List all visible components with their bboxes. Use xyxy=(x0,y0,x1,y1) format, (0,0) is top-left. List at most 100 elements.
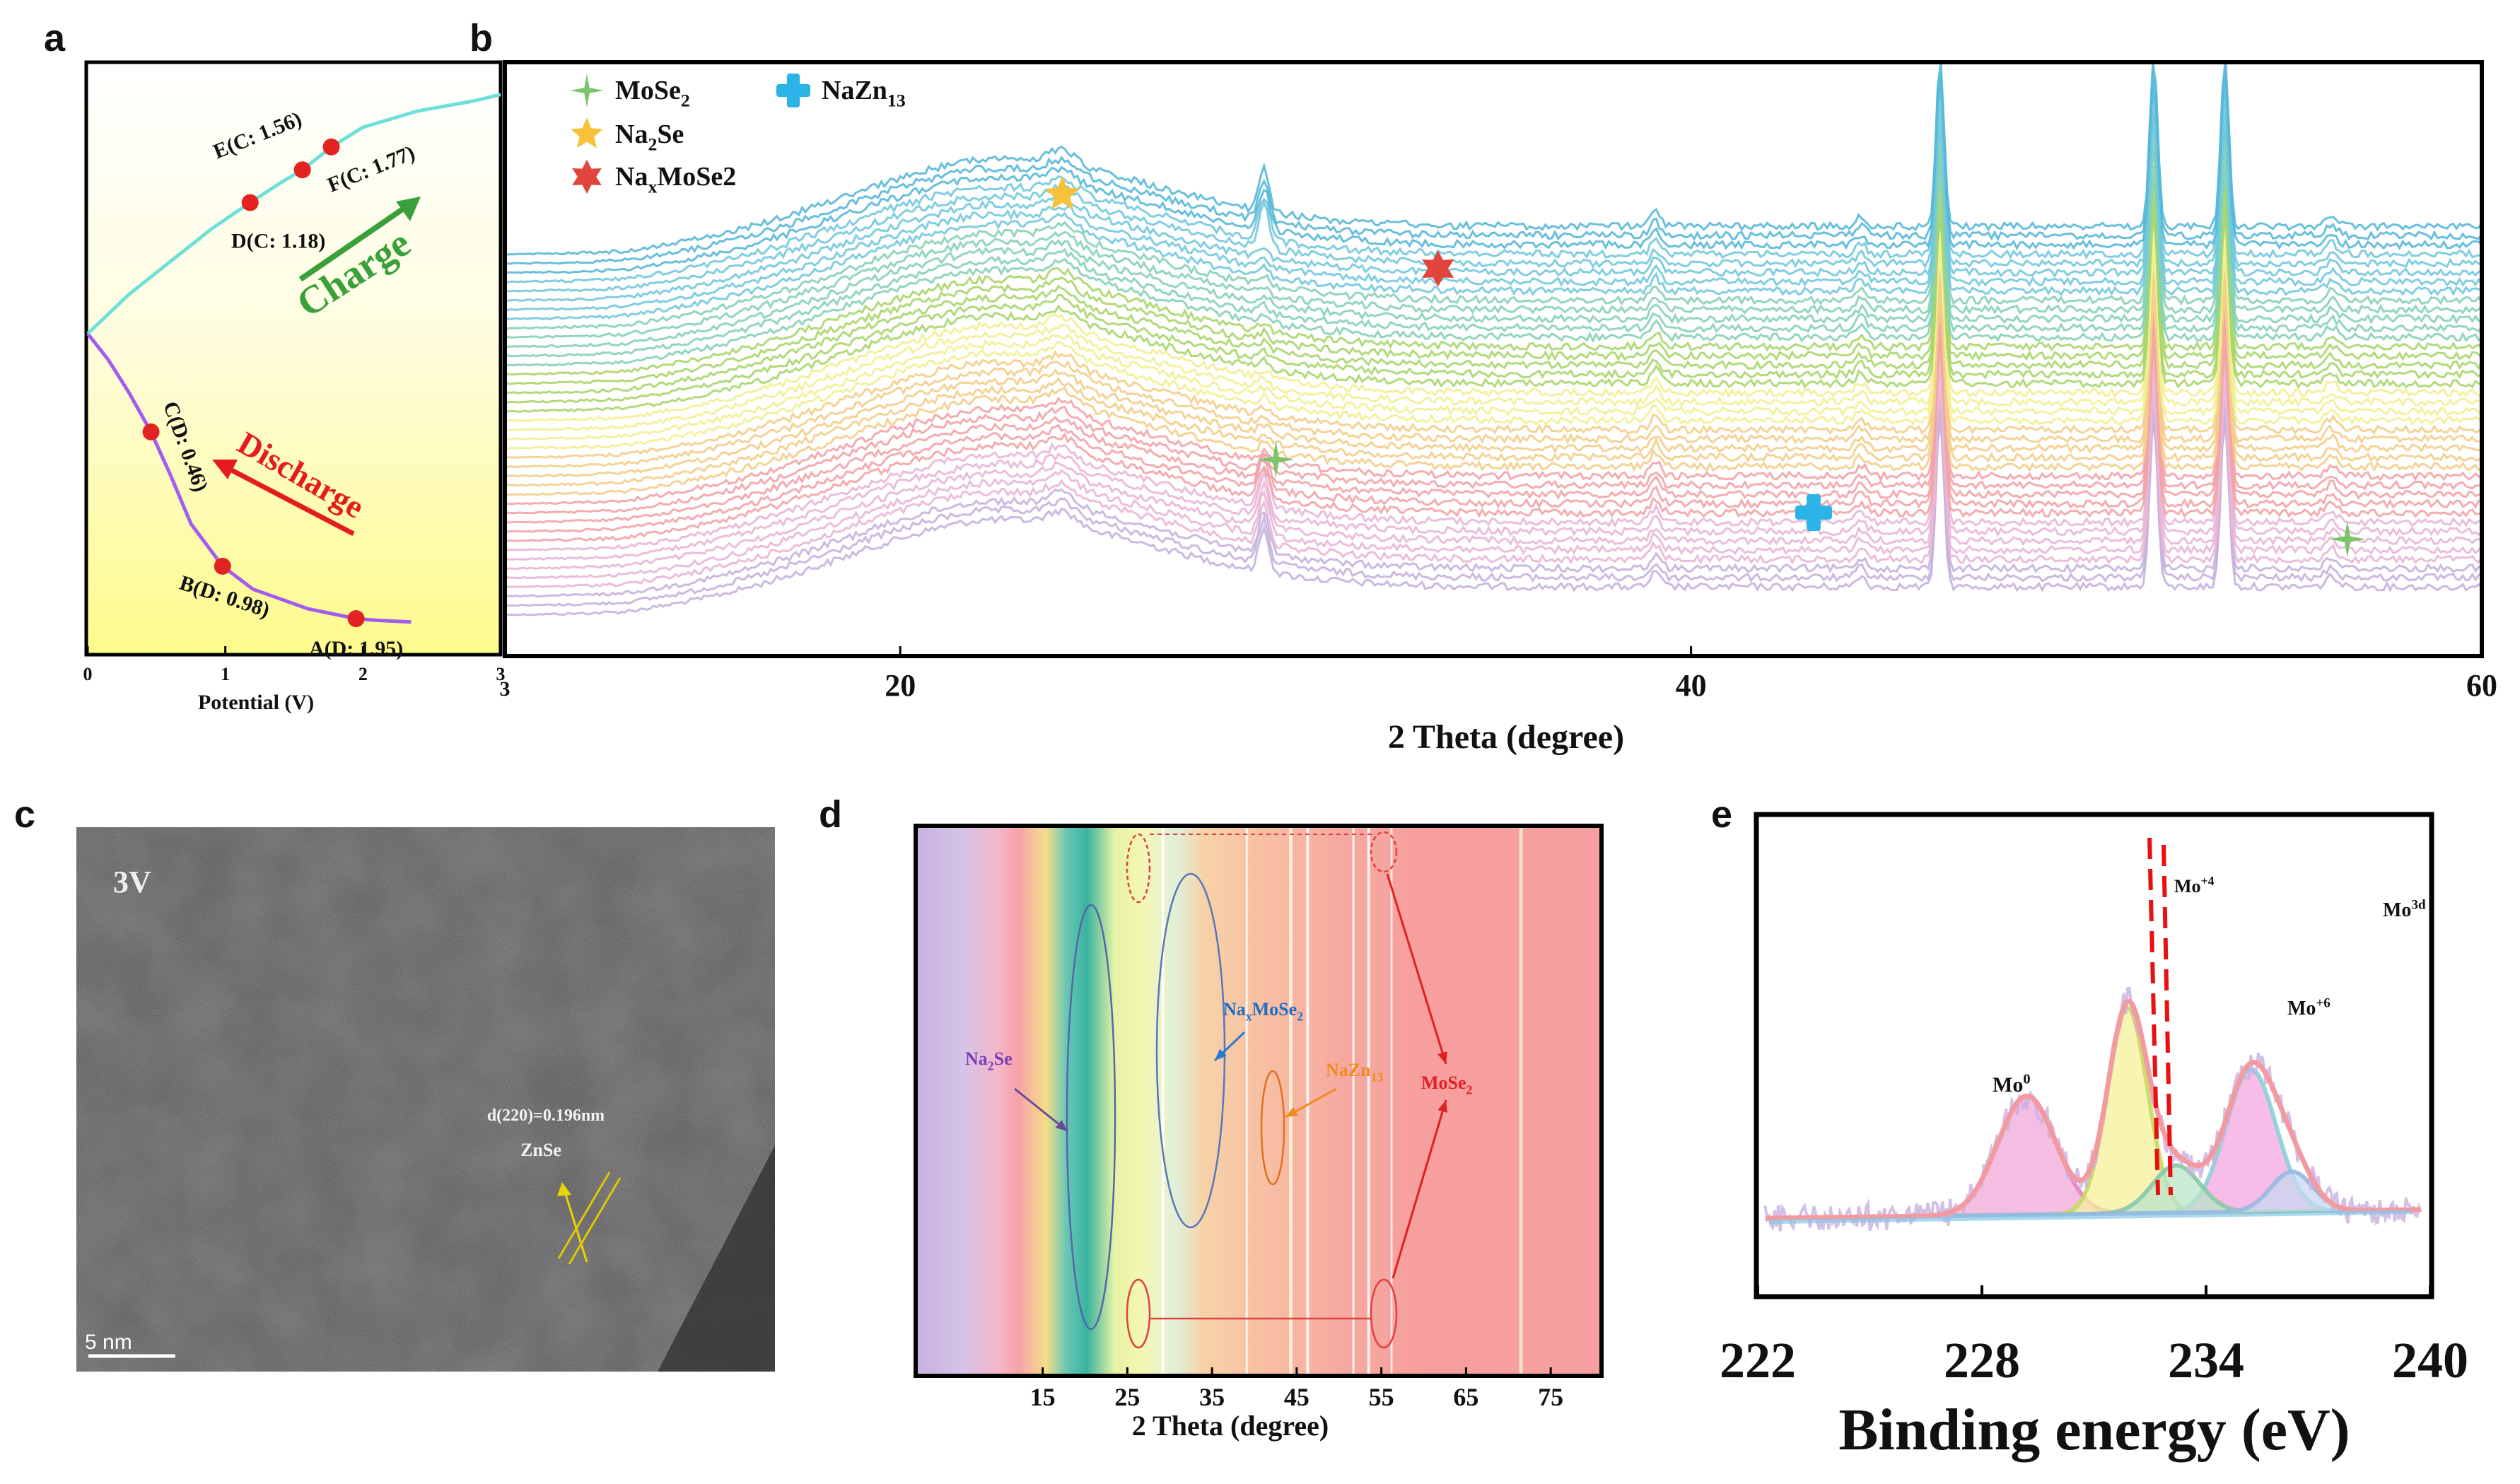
lattice-fringe-2 xyxy=(568,1177,622,1265)
x-axis-e: 222 228 234 240 xyxy=(1720,1285,2468,1389)
plot-frame-b xyxy=(503,60,2484,658)
x-tick-label-a: 0 xyxy=(83,664,93,684)
panel-letter-a: a xyxy=(44,17,66,59)
xps-peak-label: Mo+4 xyxy=(2174,874,2215,896)
contour-map-fill xyxy=(916,826,1602,1376)
point-marker xyxy=(142,423,160,440)
xrd-pattern-line xyxy=(505,168,2482,367)
point-label: A(D: 1.95) xyxy=(309,637,403,660)
peak-stripe xyxy=(1245,827,1248,1374)
point-marker xyxy=(241,194,259,211)
x-tick-label-a: 3 xyxy=(496,664,506,684)
x-axis-b: 20 40 60 3 xyxy=(500,646,2497,703)
scale-bar-label: 5 nm xyxy=(85,1331,132,1354)
left-tick-label-b: 3 xyxy=(500,677,511,701)
x-axis-label-b: 2 Theta (degree) xyxy=(1388,718,1624,756)
xrd-pattern-line xyxy=(505,206,2482,404)
charge-arrow-line xyxy=(298,202,411,282)
nazn13-arrow xyxy=(1285,1087,1337,1118)
legend-label: NaxMoSe2 xyxy=(615,162,736,197)
x-axis-label-d: 2 Theta (degree) xyxy=(1132,1410,1329,1442)
x-tick-label-d: 75 xyxy=(1538,1383,1563,1411)
discharge-arrow-line xyxy=(223,464,355,537)
phase-label-d: Na2Se xyxy=(965,1048,1013,1073)
peak-stripe xyxy=(1519,827,1523,1374)
annotation-ellipses xyxy=(1014,831,1447,1349)
tem-image-grain xyxy=(76,827,775,1372)
xrd-pattern-line xyxy=(505,300,2482,496)
tem-voltage-label: 3V xyxy=(113,865,151,899)
panel-letter-d: d xyxy=(819,793,842,836)
peak-stripe xyxy=(1289,827,1293,1374)
mose2-arrow-bottom xyxy=(1392,1099,1447,1279)
x-axis-label-a: Potential (V) xyxy=(198,691,314,714)
xps-peak-labels: Mo+4 Mo3d Mo+6 Mo0 xyxy=(1993,874,2426,1097)
phase-marker-naxmose2 xyxy=(1422,250,1454,287)
x-tick-label-b: 60 xyxy=(2466,668,2497,703)
phase-pointer-head xyxy=(557,1182,571,1196)
xps-peak-label: Mo0 xyxy=(1993,1072,2031,1097)
xps-envelope xyxy=(1765,998,2421,1221)
xrd-pattern-line xyxy=(505,158,2482,358)
bottom-ellipse-2 xyxy=(1370,1278,1398,1349)
point-label: D(C: 1.18) xyxy=(231,230,325,253)
mo4-marker-line-1 xyxy=(2147,837,2160,1196)
legend-label: MoSe2 xyxy=(615,76,690,111)
discharge-arrow-head xyxy=(212,460,238,479)
x-tick-label-d: 45 xyxy=(1284,1383,1309,1411)
peak-stripe xyxy=(1306,827,1309,1374)
legend-marker-naxmose2 xyxy=(572,160,602,194)
point-marker xyxy=(347,610,365,628)
xps-peak-label: Mo+6 xyxy=(2287,995,2331,1019)
phase-markers xyxy=(1044,176,2366,558)
phase-marker-nazn13 xyxy=(1795,494,1832,531)
x-tick-label-d: 55 xyxy=(1369,1383,1394,1411)
zns-phase-label: ZnSe xyxy=(520,1140,561,1160)
legend-b: MoSe2 NaZn13 Na2Se NaxMoSe2 xyxy=(570,74,906,197)
xrd-pattern-line xyxy=(505,103,2482,302)
phase-marker-mose2 xyxy=(1257,441,1295,478)
phase-label-d: MoSe2 xyxy=(1421,1073,1473,1097)
xps-component-fill xyxy=(1814,1172,2391,1218)
x-tick-label-e: 228 xyxy=(1944,1332,2020,1389)
legend-label: NaZn13 xyxy=(822,76,906,111)
point-marker xyxy=(214,557,231,575)
point-marker xyxy=(322,138,340,156)
x-tick-label-d: 35 xyxy=(1199,1383,1225,1411)
phase-marker-mose2 xyxy=(2328,520,2366,558)
peak-stripe xyxy=(1161,827,1165,1374)
lattice-spacing-label: d(220)=0.196nm xyxy=(487,1106,605,1125)
panel-e-xps: e Mo+4 Mo3d Mo+6 Mo0 222 228 234 240 Binding e… xyxy=(1711,793,2468,1463)
panel-letter-e: e xyxy=(1711,793,1732,836)
xrd-pattern-line xyxy=(505,274,2482,469)
naxmose2-arrow xyxy=(1213,1031,1246,1062)
xps-component-fill xyxy=(1814,1007,2391,1218)
xrd-pattern-line xyxy=(505,77,2482,274)
legend-marker-na2se xyxy=(571,117,603,148)
plot-frame-e xyxy=(1754,812,2434,1299)
plot-frame-a xyxy=(84,60,503,657)
bottom-ellipse-1 xyxy=(1126,1278,1151,1349)
xrd-pattern-line xyxy=(505,144,2482,339)
peak-stripe xyxy=(1352,827,1355,1374)
na2se-ellipse xyxy=(1066,904,1116,1331)
xrd-pattern-line xyxy=(505,93,2482,293)
peak-stripe xyxy=(1367,827,1370,1374)
x-axis-a: 0 1 2 3 xyxy=(83,646,506,684)
xrd-pattern-line xyxy=(505,232,2482,431)
mo4-marker-line-2 xyxy=(2162,844,2173,1196)
xps-baseline xyxy=(1768,1210,2412,1225)
xrd-pattern-line xyxy=(505,87,2482,284)
charge-arrow-head xyxy=(396,197,421,221)
legend-marker-nazn13 xyxy=(776,74,810,107)
plot-frame-d xyxy=(914,824,1604,1378)
x-tick-label-a: 1 xyxy=(221,664,230,684)
xrd-pattern-line xyxy=(505,69,2482,265)
panel-b-xrd-patterns: b MoSe2 NaZn13 Na2Se NaxMoSe2 20 40 60 3 2 The… xyxy=(469,17,2497,756)
xps-component-fill xyxy=(1814,1069,2391,1218)
legend-label: Na2Se xyxy=(615,119,684,155)
peak-stripe xyxy=(1390,827,1393,1374)
peak-stripes xyxy=(1161,827,1523,1374)
